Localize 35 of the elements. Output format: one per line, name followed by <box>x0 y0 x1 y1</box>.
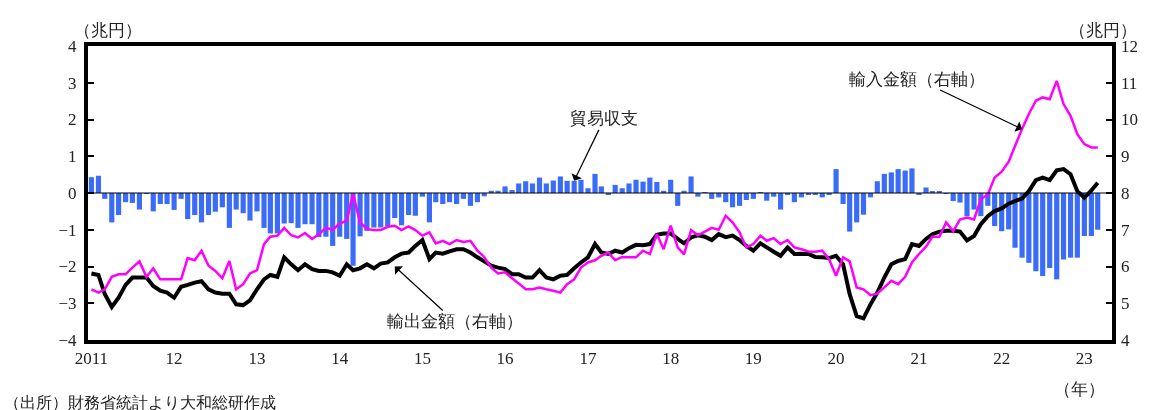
y2-tick-label: 11 <box>1121 73 1138 93</box>
x-tick-label: 20 <box>827 349 845 369</box>
y-tick-label: 0 <box>68 183 77 203</box>
y-tick-label: −2 <box>58 257 77 277</box>
x-tick-label: 21 <box>910 349 928 369</box>
x-tick-label: 2011 <box>74 349 109 369</box>
annotation: 貿易収支 <box>570 109 638 128</box>
y-tick-label: 3 <box>68 73 77 93</box>
y2-tick-label: 10 <box>1121 110 1138 130</box>
x-tick-label: 12 <box>165 349 183 369</box>
x-tick-label: 13 <box>248 349 266 369</box>
x-tick-label: 18 <box>662 349 680 369</box>
x-tick-label: 14 <box>331 349 349 369</box>
x-tick-label: 22 <box>993 349 1011 369</box>
x-axis-title: （年） <box>1054 380 1105 399</box>
text: （出所）財務省統計より大和総研作成 <box>4 394 276 410</box>
y-tick-label: 2 <box>68 110 77 130</box>
annotation: 輸入金額（右軸） <box>849 70 985 89</box>
y-tick-label: −1 <box>58 220 77 240</box>
y-tick-label: 1 <box>68 147 77 167</box>
x-tick-label: 16 <box>496 349 514 369</box>
y2-tick-label: 7 <box>1121 220 1130 240</box>
x-tick-label: 23 <box>1075 349 1093 369</box>
y2-tick-label: 9 <box>1121 147 1130 167</box>
y2-tick-label: 5 <box>1121 294 1130 314</box>
y2-tick-label: 4 <box>1121 330 1130 350</box>
y-tick-label: −4 <box>58 330 78 350</box>
x-tick-label: 17 <box>579 349 597 369</box>
y2-tick-label: 6 <box>1121 257 1130 277</box>
y2-tick-label: 8 <box>1121 183 1130 203</box>
y-tick-label: −3 <box>58 294 77 314</box>
x-tick-label: 19 <box>744 349 762 369</box>
x-tick-label: 15 <box>413 349 431 369</box>
y2-axis-title: （兆円） <box>1069 21 1137 40</box>
annotation: 輸出金額（右軸） <box>387 312 523 331</box>
